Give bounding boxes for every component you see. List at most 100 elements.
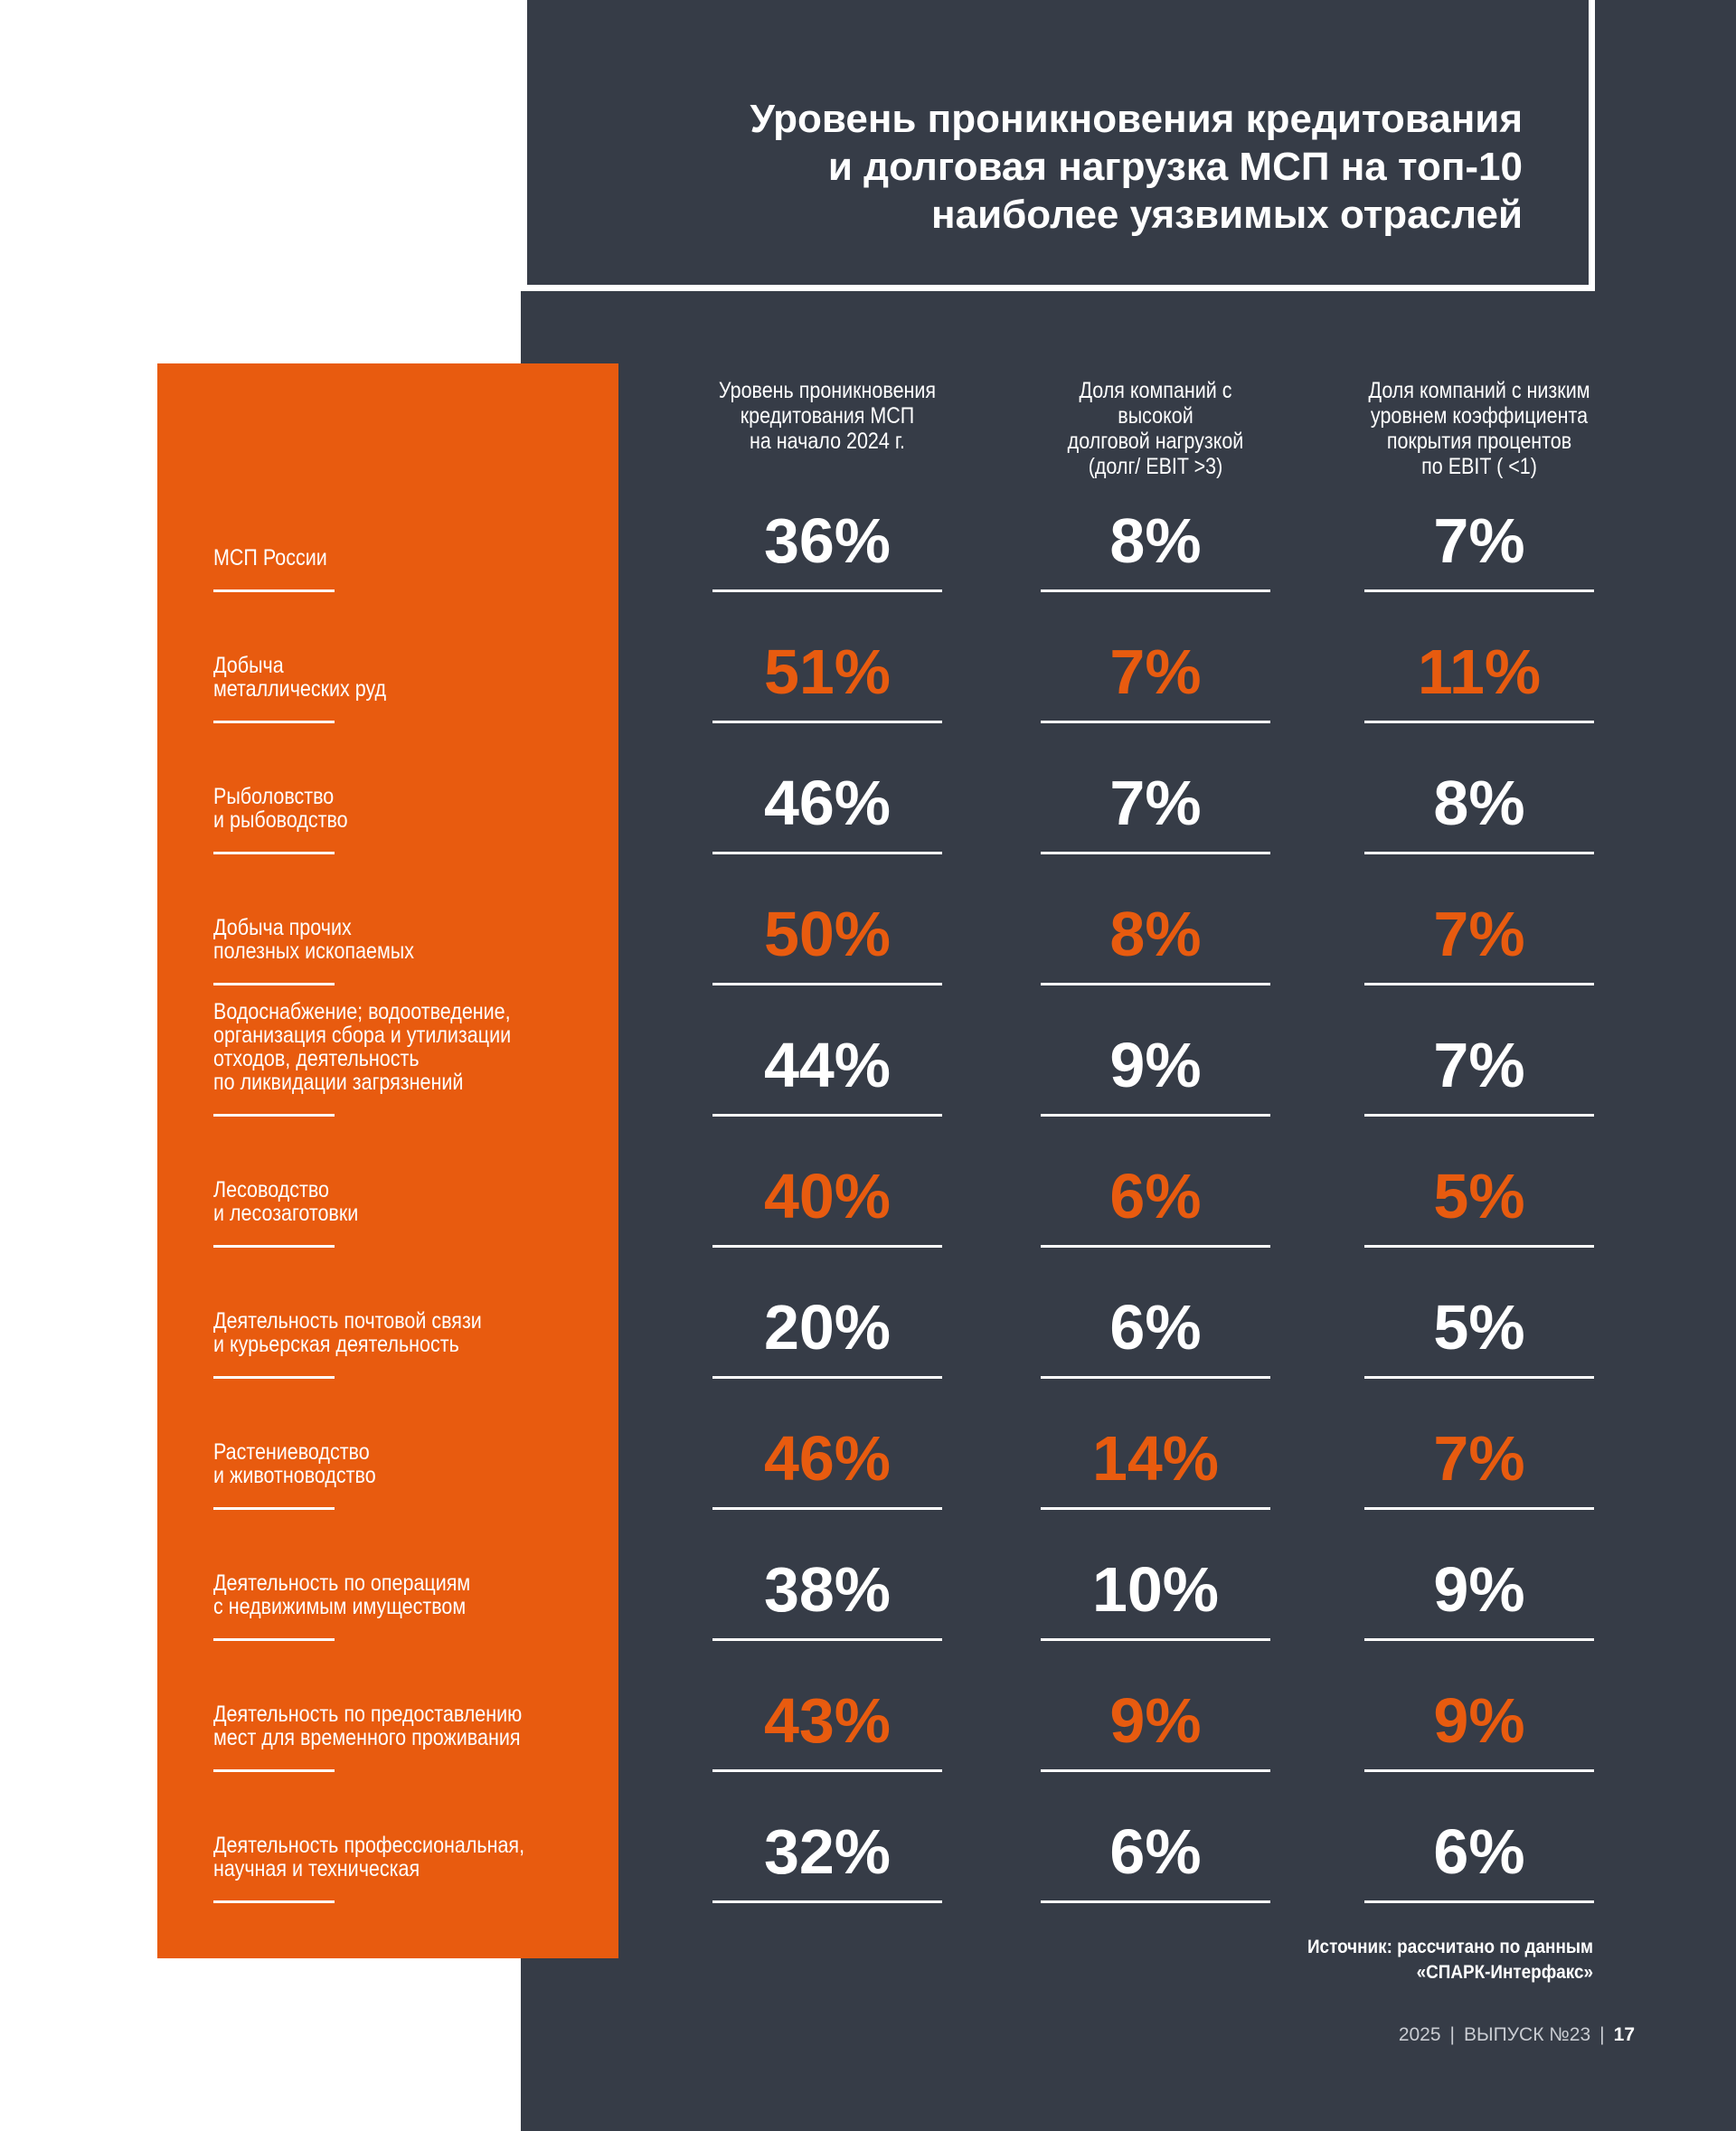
column-header-credit-penetration: Уровень проникновения кредитования МСП н… — [711, 378, 944, 454]
row-label: Рыболовство и рыбоводство — [213, 785, 540, 832]
row-value-underline — [1041, 983, 1270, 985]
row-value: 6% — [1109, 1292, 1202, 1363]
row-value-underline — [712, 852, 942, 854]
row-label-line: Водоснабжение; водоотведение, — [213, 999, 511, 1024]
row-label-line: и лесозаготовки — [213, 1201, 359, 1226]
row-value-underline — [1041, 1376, 1270, 1379]
row-value: 6% — [1433, 1816, 1525, 1887]
row-label-line: и курьерская деятельность — [213, 1332, 459, 1357]
footer-year: 2025 — [1398, 2024, 1441, 2045]
row-label: МСП России — [213, 546, 540, 570]
column-header-line: долговой нагрузкой — [1067, 429, 1244, 454]
row-label-underline — [213, 1376, 335, 1379]
row-value: 7% — [1433, 1423, 1525, 1494]
row-label: Растениеводство и животноводство — [213, 1440, 540, 1487]
row-label-line: научная и техническая — [213, 1856, 420, 1881]
page-footer: 2025 | ВЫПУСК №23 | 17 — [1399, 2023, 1635, 2047]
row-value-underline — [712, 1114, 942, 1117]
row-label: Добыча металлических руд — [213, 654, 540, 701]
row-label-line: Деятельность профессиональная, — [213, 1833, 525, 1858]
row-value-underline — [712, 1900, 942, 1903]
column-header-line: Доля компаний с низким — [1368, 378, 1590, 403]
title-line: и долговая нагрузка МСП на топ-10 — [827, 145, 1523, 189]
row-value-underline — [1364, 852, 1594, 854]
row-value: 40% — [763, 1161, 892, 1231]
row-value-underline — [1041, 1638, 1270, 1641]
row-value: 32% — [763, 1816, 892, 1887]
row-label-line: Деятельность почтовой связи — [213, 1308, 482, 1334]
row-label-underline — [213, 1507, 335, 1510]
row-label: Деятельность по предоставлению мест для в… — [213, 1702, 540, 1749]
row-value-underline — [712, 1245, 942, 1248]
row-label-underline — [213, 721, 335, 723]
row-value: 36% — [763, 505, 892, 576]
row-value: 7% — [1433, 899, 1525, 969]
row-value-underline — [1041, 852, 1270, 854]
row-value-underline — [1041, 1900, 1270, 1903]
row-value: 6% — [1109, 1816, 1202, 1887]
row-value: 43% — [763, 1685, 892, 1756]
column-header-line: кредитования МСП — [740, 403, 915, 429]
row-value: 14% — [1091, 1423, 1220, 1494]
row-value-underline — [1041, 1245, 1270, 1248]
row-value: 7% — [1109, 636, 1202, 707]
row-label-underline — [213, 1114, 335, 1117]
row-label: Добыча прочих полезных ископаемых — [213, 916, 540, 963]
column-header-line: на начало 2024 г. — [749, 429, 906, 454]
row-value: 44% — [763, 1030, 892, 1100]
row-value: 7% — [1433, 1030, 1525, 1100]
row-value-underline — [712, 1769, 942, 1772]
row-value-underline — [1364, 1376, 1594, 1379]
row-value-underline — [1364, 1638, 1594, 1641]
row-label-line: и рыбоводство — [213, 807, 348, 833]
row-value: 9% — [1109, 1030, 1202, 1100]
row-label-underline — [213, 1638, 335, 1641]
row-label-line: полезных ископаемых — [213, 938, 414, 964]
row-label: Деятельность почтовой связи и курьерская … — [213, 1309, 540, 1356]
row-value-underline — [1041, 1507, 1270, 1510]
row-value-underline — [1364, 983, 1594, 985]
row-label-line: и животноводство — [213, 1463, 376, 1488]
row-label-line: металлических руд — [213, 676, 387, 702]
footer-issue: ВЫПУСК №23 — [1464, 2024, 1591, 2045]
column-header-line: Доля компаний с высокой — [1079, 378, 1232, 429]
row-label-underline — [213, 589, 335, 592]
row-value-underline — [1041, 1769, 1270, 1772]
row-label-underline — [213, 1900, 335, 1903]
row-label-line: Лесоводство — [213, 1177, 329, 1202]
footer-separator: | — [1449, 2024, 1456, 2045]
page-number: 17 — [1613, 2024, 1635, 2045]
row-value-underline — [1364, 721, 1594, 723]
row-label: Лесоводство и лесозаготовки — [213, 1178, 540, 1225]
column-header-line: (долг/ EBIT >3) — [1088, 454, 1223, 479]
row-label-line: Растениеводство — [213, 1439, 370, 1465]
column-header-line: Уровень проникновения — [718, 378, 937, 403]
dark-background-panel — [521, 0, 1736, 2131]
row-value-underline — [712, 1638, 942, 1641]
title-line: Уровень проникновения кредитования — [750, 97, 1523, 141]
row-label-line: по ликвидации загрязнений — [213, 1070, 464, 1095]
column-header-line: уровнем коэффициента — [1370, 403, 1589, 429]
row-value-underline — [1364, 1245, 1594, 1248]
row-label-line: отходов, деятельность — [213, 1046, 420, 1071]
page-title: Уровень проникновения кредитования и дол… — [618, 95, 1523, 239]
row-value: 7% — [1433, 505, 1525, 576]
row-value: 9% — [1433, 1685, 1525, 1756]
row-label-line: Добыча прочих — [213, 915, 352, 940]
row-label-line: Добыча — [213, 653, 284, 678]
row-value: 5% — [1433, 1292, 1525, 1363]
row-labels-panel — [157, 363, 618, 1958]
row-value-underline — [712, 589, 942, 592]
row-value: 7% — [1109, 768, 1202, 838]
row-label: Деятельность профессиональная, научная и … — [213, 1834, 540, 1881]
row-value: 9% — [1433, 1554, 1525, 1625]
row-value-underline — [1364, 1507, 1594, 1510]
footer-separator: | — [1599, 2024, 1605, 2045]
column-header-line: по EBIT ( <1) — [1421, 454, 1537, 479]
row-value: 46% — [763, 1423, 892, 1494]
row-value: 20% — [763, 1292, 892, 1363]
title-line: наиболее уязвимых отраслей — [931, 193, 1523, 237]
row-value-underline — [712, 721, 942, 723]
row-label: Деятельность по операциям с недвижимым им… — [213, 1571, 540, 1618]
row-value: 38% — [763, 1554, 892, 1625]
